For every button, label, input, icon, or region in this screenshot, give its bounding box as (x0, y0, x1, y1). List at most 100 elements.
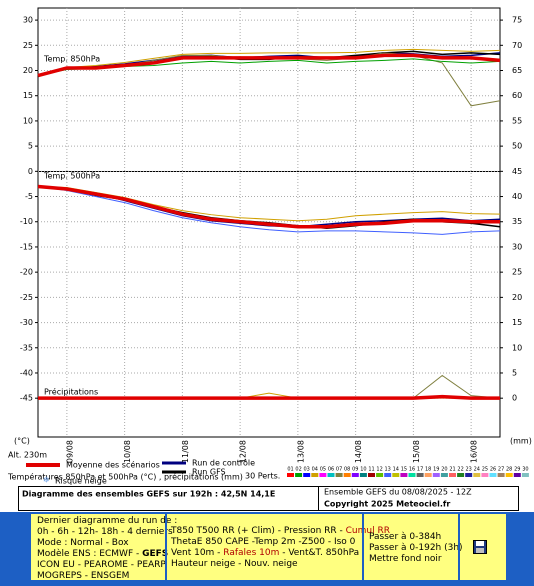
series-line (37, 48, 501, 77)
menu-link[interactable]: Passer à 0-384h (369, 532, 442, 542)
legend-label: Run GFS (192, 468, 226, 477)
menu-link[interactable]: Modèle ENS : ECMWF - (37, 549, 143, 559)
panel-label: Temp. 850hPa (43, 55, 100, 64)
title-box (18, 486, 319, 511)
series-line (37, 53, 501, 78)
legend-swatch (303, 473, 311, 477)
y-tick-label: -5 (25, 192, 33, 201)
legend-swatch (327, 473, 335, 477)
y2-tick-label: 25 (512, 268, 522, 277)
y2-tick-label: 55 (512, 116, 522, 125)
legend-swatch (505, 473, 513, 477)
menu-link[interactable]: Cumul RR (345, 526, 390, 536)
legend-swatch (440, 473, 448, 477)
y2-axis-label: (mm) (510, 437, 532, 446)
y2-tick-label: 30 (512, 242, 522, 251)
menu-link[interactable]: T850 T500 RR (+ Clim) - Pression RR - (171, 526, 346, 536)
y2-tick-label: 50 (512, 142, 522, 151)
y-tick-label: -20 (20, 268, 33, 277)
legend-label: 06 (328, 467, 334, 473)
y-tick-label: -10 (20, 217, 33, 226)
y-tick-label: -30 (20, 318, 33, 327)
menu-link-active[interactable]: GEFS (142, 549, 169, 559)
menu-link[interactable]: Passer à 0-192h (3h) (369, 543, 463, 553)
y2-tick-label: 60 (512, 91, 522, 100)
legend-label: 14 (393, 467, 399, 473)
legend-label: 08 (344, 467, 350, 473)
y2-tick-label: 5 (512, 368, 517, 377)
legend-label: 16 (409, 467, 415, 473)
menu-link[interactable]: - Vent&T. 850hPa (279, 548, 360, 558)
menu-link[interactable]: Vent 10m - (171, 548, 224, 558)
separator (458, 514, 460, 580)
x-tick-label: 12/08 (239, 440, 248, 463)
legend-swatch (295, 473, 303, 477)
legend-label: 04 (312, 467, 318, 473)
legend-swatch (319, 473, 327, 477)
y-tick-label: -15 (20, 242, 33, 251)
menu-link[interactable]: Mettre fond noir (369, 554, 442, 564)
legend-swatch (368, 473, 375, 477)
x-tick-label: 13/08 (296, 440, 305, 463)
menu-link[interactable]: ICON EU - PEAROME - PEARP (37, 560, 166, 570)
legend-swatch (513, 473, 521, 477)
y2-tick-label: 70 (512, 41, 522, 50)
legend-caption: Températures 850hPa et 500hPa (°C) , pré… (7, 472, 243, 482)
legend-label: 26 (490, 467, 496, 473)
legend-swatch (521, 473, 529, 477)
x-tick-label: 14/08 (354, 440, 363, 463)
legend-swatch (424, 473, 432, 477)
y-tick-label: 0 (28, 167, 33, 176)
legend-label: 15 (401, 467, 407, 473)
save-icon[interactable] (473, 540, 487, 554)
series-line (37, 185, 501, 235)
y-tick-label: 10 (23, 116, 33, 125)
altitude: Alt. 230m (8, 451, 47, 460)
legend-label: 11 (368, 467, 374, 473)
legend-label: 23 (466, 467, 472, 473)
series-lines (37, 48, 501, 400)
legend-label: 10 (360, 467, 366, 473)
menu-link[interactable]: Mode : Normal - Box (37, 538, 129, 548)
series-line (38, 394, 500, 400)
legend-label: Moyenne des scénarios (66, 460, 160, 470)
x-tick-label: 15/08 (412, 440, 421, 463)
series-line (37, 184, 500, 229)
separator (165, 514, 167, 580)
info-box (318, 486, 519, 511)
menu-link[interactable]: MOGREPS - ENSGEM (37, 571, 130, 581)
legend-swatch (489, 473, 497, 477)
y2-tick-label: 45 (512, 167, 522, 176)
legend-swatch (497, 473, 505, 477)
legend-swatch (449, 473, 456, 477)
y2-tick-label: 75 (512, 16, 522, 25)
legend-swatch (343, 473, 351, 477)
legend-label: 24 (474, 467, 480, 473)
legend-swatch (392, 473, 400, 477)
menu-link[interactable]: Hauteur neige - Nouv. neige (171, 559, 298, 569)
y2-tick-label: 15 (512, 318, 522, 327)
chart: Temp. 850hPa Temp. 500hPa Précipitations… (7, 7, 532, 511)
legend-swatch (416, 473, 424, 477)
x-tick-label: 11/08 (181, 440, 190, 463)
legend-swatch (287, 473, 294, 477)
legend-swatch (432, 473, 440, 477)
params-section: T850 T500 RR (+ Clim) - Pression RR - Cu… (171, 526, 390, 570)
legend-swatch (408, 473, 416, 477)
legend-label: 25 (482, 467, 488, 473)
y2-tick-label: 40 (512, 192, 522, 201)
x-tick-label: 10/08 (123, 440, 132, 463)
legend-swatch (465, 473, 473, 477)
menu-link[interactable]: 0h - 6h - 12h- 18h - 4 derniers (37, 527, 173, 537)
y2-tick-label: 35 (512, 217, 522, 226)
legend-swatch (457, 473, 465, 477)
copyright: Copyright 2025 Meteociel.fr (324, 500, 450, 509)
legend-label: 19 (433, 467, 439, 473)
menu-link[interactable]: ThetaE 850 CAPE -Temp 2m -Z500 - Iso 0 (171, 537, 356, 547)
y2-tick-label: 65 (512, 66, 522, 75)
menu-link[interactable]: Rafales 10m (223, 548, 280, 558)
y2-tick-label: 10 (512, 343, 522, 352)
y-tick-label: 25 (23, 41, 33, 50)
separator (362, 514, 364, 580)
y-tick-label: 30 (23, 16, 33, 25)
